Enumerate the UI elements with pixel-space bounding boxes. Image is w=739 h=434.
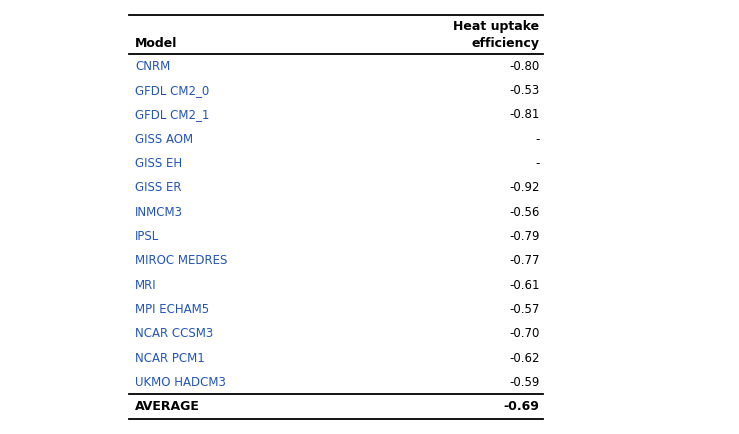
Text: NCAR PCM1: NCAR PCM1 — [135, 352, 205, 365]
Text: -0.62: -0.62 — [509, 352, 539, 365]
Text: GFDL CM2_1: GFDL CM2_1 — [135, 108, 210, 122]
Text: Model: Model — [135, 37, 177, 50]
Text: -0.79: -0.79 — [509, 230, 539, 243]
Text: INMCM3: INMCM3 — [135, 206, 183, 219]
Text: -0.70: -0.70 — [509, 327, 539, 340]
Text: -: - — [535, 133, 539, 146]
Text: CNRM: CNRM — [135, 60, 171, 73]
Text: -0.61: -0.61 — [509, 279, 539, 292]
Text: -0.53: -0.53 — [509, 84, 539, 97]
Text: IPSL: IPSL — [135, 230, 160, 243]
Text: MIROC MEDRES: MIROC MEDRES — [135, 254, 228, 267]
Text: MRI: MRI — [135, 279, 157, 292]
Text: -0.81: -0.81 — [509, 108, 539, 122]
Text: GISS AOM: GISS AOM — [135, 133, 194, 146]
Text: efficiency: efficiency — [471, 37, 539, 50]
Text: -0.57: -0.57 — [509, 303, 539, 316]
Text: GFDL CM2_0: GFDL CM2_0 — [135, 84, 209, 97]
Text: NCAR CCSM3: NCAR CCSM3 — [135, 327, 214, 340]
Text: -0.77: -0.77 — [509, 254, 539, 267]
Text: AVERAGE: AVERAGE — [135, 400, 200, 413]
Text: Heat uptake: Heat uptake — [453, 20, 539, 33]
Text: -0.69: -0.69 — [503, 400, 539, 413]
Text: -0.80: -0.80 — [509, 60, 539, 73]
Text: GISS ER: GISS ER — [135, 181, 182, 194]
Text: -: - — [535, 157, 539, 170]
Text: UKMO HADCM3: UKMO HADCM3 — [135, 376, 226, 389]
Text: -0.56: -0.56 — [509, 206, 539, 219]
Text: -0.59: -0.59 — [509, 376, 539, 389]
Text: -0.92: -0.92 — [509, 181, 539, 194]
Text: MPI ECHAM5: MPI ECHAM5 — [135, 303, 209, 316]
Text: GISS EH: GISS EH — [135, 157, 183, 170]
